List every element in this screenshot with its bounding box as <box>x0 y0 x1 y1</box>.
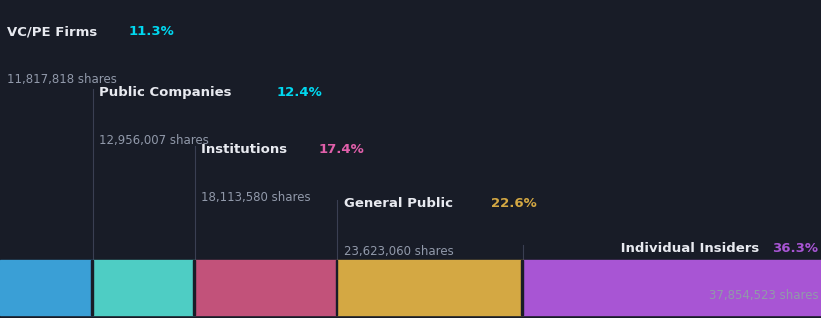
Text: General Public: General Public <box>344 197 457 210</box>
Text: 36.3%: 36.3% <box>773 242 819 255</box>
Bar <box>521 260 523 315</box>
Bar <box>337 260 523 315</box>
Bar <box>195 260 337 315</box>
Bar <box>336 260 337 315</box>
Text: 23,623,060 shares: 23,623,060 shares <box>344 245 454 258</box>
Text: 17.4%: 17.4% <box>319 143 364 156</box>
Bar <box>523 260 821 315</box>
Bar <box>91 260 93 315</box>
Text: 11.3%: 11.3% <box>129 25 175 38</box>
Text: Public Companies: Public Companies <box>99 86 236 99</box>
Bar <box>0 260 93 315</box>
Bar <box>93 260 195 315</box>
Text: Institutions: Institutions <box>201 143 292 156</box>
Text: 37,854,523 shares: 37,854,523 shares <box>709 289 819 302</box>
Text: 11,817,818 shares: 11,817,818 shares <box>7 73 117 86</box>
Bar <box>193 260 195 315</box>
Text: 12.4%: 12.4% <box>277 86 322 99</box>
Text: 12,956,007 shares: 12,956,007 shares <box>99 134 209 147</box>
Text: VC/PE Firms: VC/PE Firms <box>7 25 102 38</box>
Text: 18,113,580 shares: 18,113,580 shares <box>201 191 311 204</box>
Text: Individual Insiders: Individual Insiders <box>616 242 759 255</box>
Text: 22.6%: 22.6% <box>491 197 536 210</box>
